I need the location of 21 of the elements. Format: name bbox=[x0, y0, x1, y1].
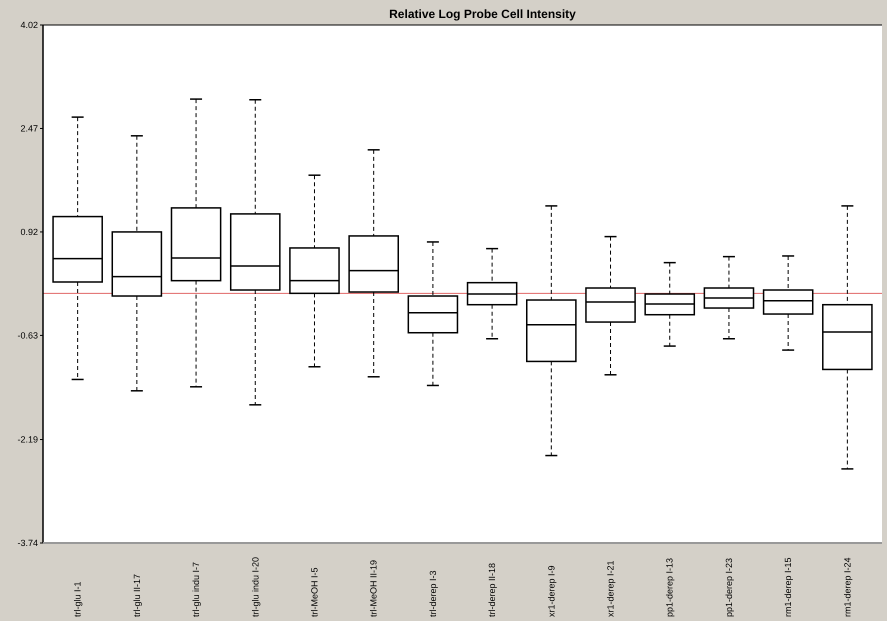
x-tick-label: rm1-derep I-15 bbox=[783, 557, 794, 617]
y-tick-label: -3.74 bbox=[17, 538, 38, 548]
x-tick-label: pp1-derep I-23 bbox=[724, 558, 734, 617]
chart-title: Relative Log Probe Cell Intensity bbox=[389, 7, 576, 21]
x-tick-label: rm1-derep I-24 bbox=[842, 557, 852, 617]
x-tick-label: xr1-derep I-9 bbox=[546, 565, 556, 617]
x-tick-label: trl-MeOH I-5 bbox=[309, 568, 320, 617]
y-tick-label: 0.92 bbox=[20, 227, 38, 238]
x-tick-label: trl-glu indu I-7 bbox=[191, 562, 202, 617]
y-tick-label: -0.63 bbox=[17, 330, 38, 341]
x-tick-label: pp1-derep I-13 bbox=[664, 558, 675, 617]
x-tick-label: trl-derep I-3 bbox=[428, 570, 438, 617]
y-tick-label: 2.47 bbox=[20, 124, 38, 134]
x-tick-label: trl-derep II-18 bbox=[487, 562, 498, 617]
y-tick-label: -2.19 bbox=[17, 434, 38, 445]
x-tick-label: trl-glu indu I-20 bbox=[250, 556, 260, 617]
y-tick-label: 4.02 bbox=[20, 20, 38, 30]
x-tick-label: trl-glu II-17 bbox=[132, 574, 142, 617]
x-tick-label: trl-MeOH II-19 bbox=[368, 560, 379, 617]
x-tick-label: xr1-derep I-21 bbox=[606, 560, 616, 617]
x-tick-label: trl-glu I-1 bbox=[72, 581, 83, 617]
